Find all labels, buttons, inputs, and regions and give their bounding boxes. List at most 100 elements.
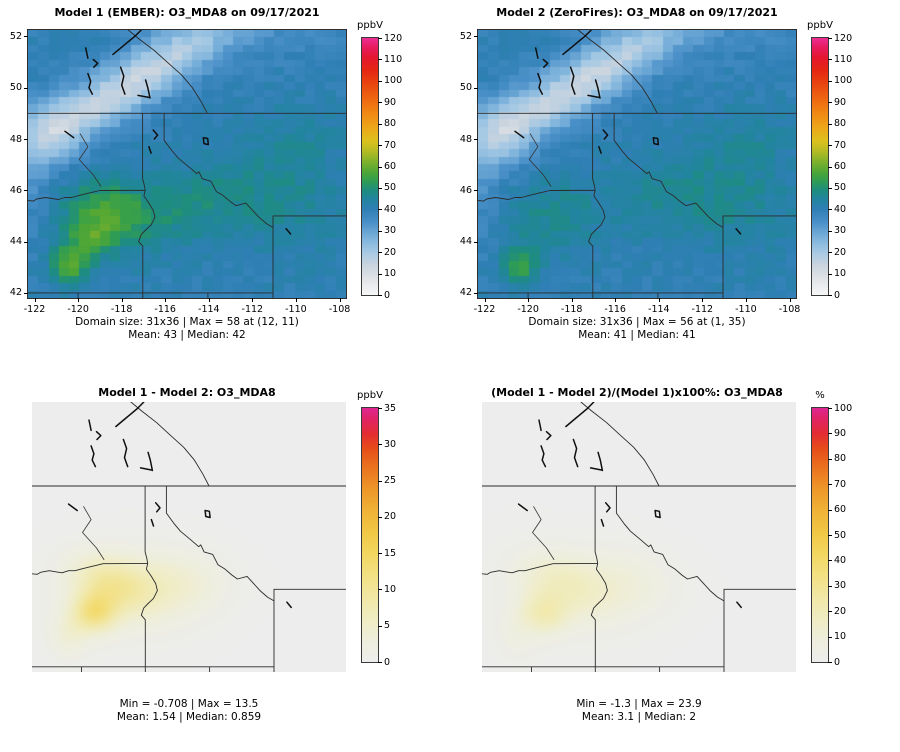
y-tick-label: 48	[9, 133, 22, 145]
colorbar-tick-label: 120	[834, 32, 853, 44]
stats-caption: Domain size: 31x36 | Max = 56 at (1, 35)…	[478, 316, 796, 342]
colorbar-tick-label: 80	[384, 118, 397, 130]
colorbar-tick-mark	[828, 535, 832, 536]
colorbar-tick-mark	[828, 230, 832, 232]
colorbar-tick-mark	[828, 252, 832, 254]
stats-line-2: Mean: 43 | Median: 42	[128, 329, 246, 341]
colorbar-unit-label: ppbV	[357, 20, 383, 31]
colorbar-tick-label: 10	[384, 583, 397, 595]
colorbar-tick-mark	[378, 145, 382, 147]
colorbar-tick-mark	[828, 484, 832, 486]
colorbar-tick-label: 60	[834, 504, 847, 516]
colorbar-tick-label: 10	[384, 268, 397, 280]
y-tick-label: 42	[459, 287, 472, 299]
stats-line-1: Domain size: 31x36 | Max = 56 at (1, 35)	[528, 316, 746, 328]
colorbar-tick-mark	[828, 560, 832, 562]
colorbar-tick-label: 90	[834, 427, 847, 439]
y-tick-label: 46	[9, 184, 22, 196]
colorbar-tick-label: 25	[384, 475, 397, 487]
colorbar-tick-label: 40	[834, 554, 847, 566]
colorbar-tick-mark	[828, 295, 832, 296]
colorbar-tick-mark	[828, 59, 832, 61]
x-tick-mark	[34, 298, 36, 302]
colorbar-tick-label: 70	[384, 139, 397, 151]
colorbar-tick-mark	[828, 585, 832, 587]
y-tick-label: 44	[9, 236, 22, 248]
colorbar-unit-label: %	[815, 390, 825, 401]
x-tick-mark	[484, 298, 486, 302]
colorbar-tick-mark	[828, 611, 832, 613]
colorbar-tick-label: 30	[834, 580, 847, 592]
colorbar-tick-label: 20	[384, 246, 397, 258]
panel-model1: Model 1 (EMBER): O3_MDA8 on 09/17/2021 -…	[0, 0, 450, 376]
colorbar-tick-label: 20	[834, 246, 847, 258]
x-tick-label: -108	[778, 304, 801, 315]
y-tick-label: 52	[9, 30, 22, 42]
colorbar-tick-mark	[378, 252, 382, 254]
x-tick-mark	[295, 298, 297, 302]
x-tick-label: -120	[517, 304, 539, 315]
heatmap-canvas	[32, 402, 346, 672]
heatmap-canvas	[478, 30, 796, 298]
x-tick-mark	[121, 298, 123, 302]
y-tick-label: 50	[9, 82, 22, 94]
x-tick-mark	[658, 298, 660, 302]
colorbar-tick-label: 50	[834, 182, 847, 194]
colorbar-tick-mark	[828, 408, 832, 409]
colorbar-tick-mark	[378, 230, 382, 232]
stats-caption: Domain size: 31x36 | Max = 58 at (12, 11…	[28, 316, 346, 342]
colorbar-tick-mark	[828, 662, 832, 663]
x-tick-label: -118	[560, 304, 583, 315]
colorbar-tick-mark	[378, 553, 382, 555]
colorbar-tick-label: 120	[384, 32, 403, 44]
colorbar-tick-label: 15	[384, 547, 397, 559]
colorbar-tick-label: 30	[384, 438, 397, 450]
x-tick-mark	[789, 298, 791, 302]
colorbar-tick-mark	[378, 625, 382, 627]
colorbar-gradient	[361, 37, 379, 296]
colorbar-tick-mark	[378, 408, 382, 409]
colorbar-tick-mark	[378, 102, 382, 104]
x-tick-mark	[528, 298, 530, 302]
colorbar-tick-mark	[828, 209, 832, 211]
x-tick-mark	[745, 298, 747, 302]
colorbar-tick-label: 80	[834, 453, 847, 465]
colorbar-tick-mark	[378, 38, 382, 39]
x-tick-mark	[702, 298, 704, 302]
colorbar-tick-label: 100	[384, 75, 403, 87]
panel-title: (Model 1 - Model 2)/(Model 1)x100%: O3_M…	[491, 386, 783, 399]
panel-difference: Model 1 - Model 2: O3_MDA8 ppbV 0 5 10 15 20…	[0, 376, 450, 752]
y-tick-label: 52	[459, 30, 472, 42]
x-tick-label: -116	[154, 304, 176, 315]
colorbar-tick-label: 0	[384, 656, 391, 668]
colorbar-tick-label: 50	[384, 182, 397, 194]
y-tick-label: 48	[459, 133, 472, 145]
colorbar-tick-mark	[378, 59, 382, 61]
x-tick-mark	[571, 298, 573, 302]
colorbar-tick-mark	[378, 589, 382, 591]
colorbar-tick-mark	[828, 433, 832, 435]
colorbar-tick-label: 20	[834, 605, 847, 617]
map-plot	[477, 29, 797, 299]
x-tick-label: -116	[604, 304, 626, 315]
map-plot	[482, 402, 796, 672]
colorbar-tick-mark	[828, 166, 832, 168]
colorbar-tick-label: 60	[834, 161, 847, 172]
x-tick-label: -114	[648, 304, 670, 315]
heatmap-canvas	[28, 30, 346, 298]
colorbar-tick-label: 35	[384, 402, 397, 414]
colorbar-tick-label: 20	[384, 511, 397, 523]
colorbar-tick-label: 70	[834, 139, 847, 151]
x-tick-label: -118	[110, 304, 133, 315]
panel-title: Model 1 - Model 2: O3_MDA8	[98, 386, 276, 399]
colorbar-tick-label: 110	[834, 53, 853, 65]
colorbar-tick-mark	[378, 80, 382, 82]
colorbar-tick-label: 30	[834, 225, 847, 237]
colorbar-tick-mark	[828, 273, 832, 275]
colorbar-tick-mark	[378, 480, 382, 482]
colorbar-tick-mark	[828, 102, 832, 104]
x-tick-label: -122	[23, 304, 46, 315]
map-plot	[32, 402, 346, 672]
colorbar-tick-mark	[378, 166, 382, 168]
